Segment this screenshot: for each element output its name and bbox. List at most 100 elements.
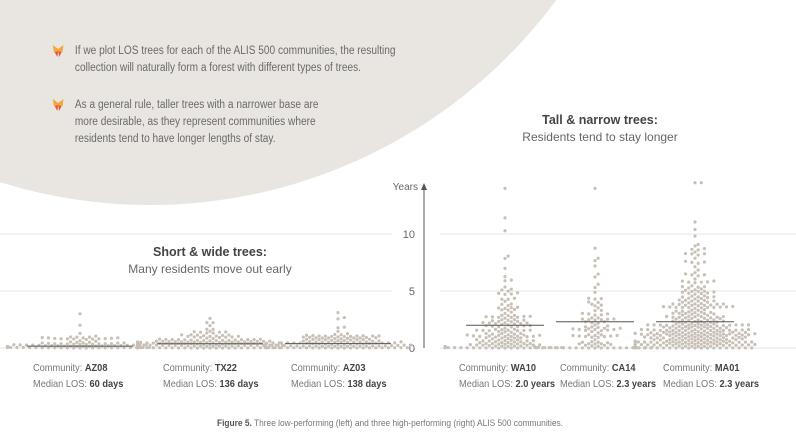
data-point	[536, 345, 540, 350]
data-point	[593, 327, 597, 332]
data-point	[543, 346, 547, 350]
data-point	[478, 341, 482, 345]
data-point	[503, 306, 507, 310]
data-point	[198, 340, 203, 344]
median-prefix: Median LOS:	[291, 378, 348, 390]
data-point	[81, 341, 85, 345]
data-point	[668, 346, 672, 350]
median-value: 2.0 years	[515, 378, 556, 390]
data-point	[471, 346, 476, 350]
data-point	[661, 325, 666, 329]
data-point	[746, 333, 751, 337]
data-point	[696, 289, 700, 294]
data-point	[87, 335, 92, 339]
data-point	[712, 322, 716, 326]
data-point	[68, 340, 73, 344]
data-point	[236, 334, 240, 338]
data-point	[655, 336, 659, 340]
data-point	[696, 242, 700, 247]
data-point	[549, 346, 553, 350]
data-point	[15, 345, 19, 350]
data-point	[230, 340, 234, 344]
data-point	[693, 331, 697, 336]
data-point	[671, 319, 675, 323]
data-point	[724, 333, 729, 338]
data-point	[680, 309, 685, 313]
data-point	[612, 317, 616, 321]
data-point	[677, 311, 681, 315]
data-point	[192, 330, 196, 334]
data-point	[342, 338, 346, 343]
data-point	[690, 284, 694, 288]
data-point	[500, 302, 504, 306]
data-point	[593, 290, 597, 294]
data-point	[65, 346, 69, 350]
data-point	[680, 326, 685, 330]
data-point	[706, 313, 710, 317]
data-point	[202, 334, 206, 338]
data-point	[320, 336, 324, 340]
data-point	[674, 338, 678, 342]
data-point	[355, 346, 359, 350]
data-point	[211, 331, 215, 335]
figure-caption: Figure 5. Three low-performing (left) an…	[217, 418, 563, 429]
data-point	[503, 326, 507, 330]
data-point	[718, 341, 722, 346]
data-point	[587, 318, 591, 322]
data-point	[737, 340, 741, 344]
data-point	[590, 316, 594, 320]
data-point	[493, 321, 498, 326]
data-point	[702, 337, 707, 341]
data-point	[696, 248, 700, 252]
data-point	[538, 333, 542, 337]
data-point	[202, 346, 206, 350]
data-point	[516, 329, 520, 333]
data-point	[609, 334, 613, 338]
data-point	[97, 346, 101, 350]
data-point	[693, 265, 697, 269]
data-point	[490, 341, 494, 346]
data-point	[577, 327, 581, 332]
data-point	[189, 333, 193, 337]
data-point	[709, 332, 713, 337]
data-point	[643, 340, 647, 344]
data-point	[690, 273, 694, 277]
data-point	[693, 292, 697, 296]
data-point	[683, 316, 688, 320]
data-point	[677, 298, 681, 302]
data-point	[718, 334, 722, 338]
data-point	[665, 314, 669, 319]
data-point	[519, 336, 523, 340]
data-point	[317, 346, 321, 350]
data-point	[258, 337, 262, 341]
data-point	[506, 337, 510, 341]
community-name: MA01	[714, 362, 740, 374]
data-point	[709, 328, 713, 333]
data-point	[503, 299, 507, 303]
data-point	[702, 298, 707, 302]
data-point	[214, 339, 218, 343]
data-point	[364, 340, 368, 344]
data-point	[506, 328, 510, 332]
data-point	[590, 302, 594, 306]
data-point	[53, 336, 57, 341]
data-point	[687, 327, 691, 331]
data-point	[639, 327, 644, 332]
data-point	[677, 344, 681, 348]
data-point	[512, 327, 517, 331]
data-point	[151, 346, 155, 350]
data-point	[753, 342, 757, 347]
data-point	[109, 342, 114, 346]
data-point	[702, 246, 707, 251]
data-point	[361, 346, 365, 350]
data-point	[596, 321, 600, 325]
data-point	[84, 342, 88, 347]
data-point	[198, 330, 203, 334]
community-label: Community: CA14 Median LOS: 2.3 years	[560, 360, 656, 392]
data-point	[465, 346, 469, 350]
data-point	[715, 328, 719, 333]
data-point	[506, 340, 510, 345]
community-prefix: Community:	[663, 362, 715, 374]
data-point	[355, 334, 359, 338]
data-point	[693, 220, 697, 224]
